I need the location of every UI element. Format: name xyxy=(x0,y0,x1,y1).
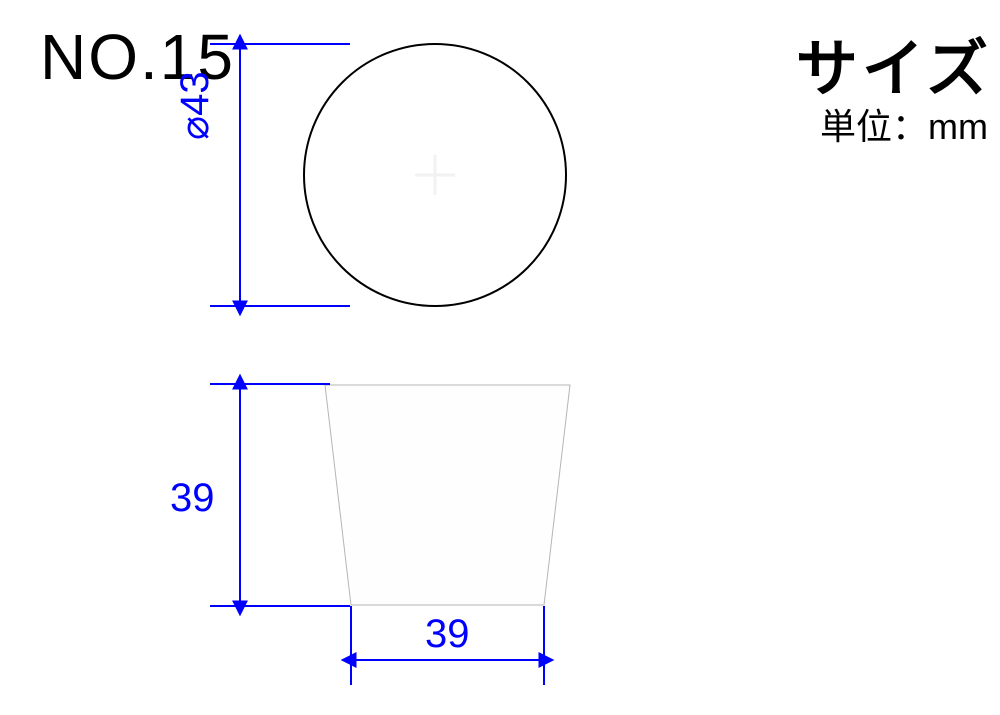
drawing-svg xyxy=(0,0,1000,715)
bottom-width-value: 39 xyxy=(425,614,470,654)
height-value: 39 xyxy=(170,478,215,518)
drawing-canvas: NO.15 サイズ 単位：mm ⌀43 xyxy=(0,0,1000,715)
diameter-value: ⌀43 xyxy=(175,71,215,140)
side-view-trapezoid xyxy=(325,385,570,605)
